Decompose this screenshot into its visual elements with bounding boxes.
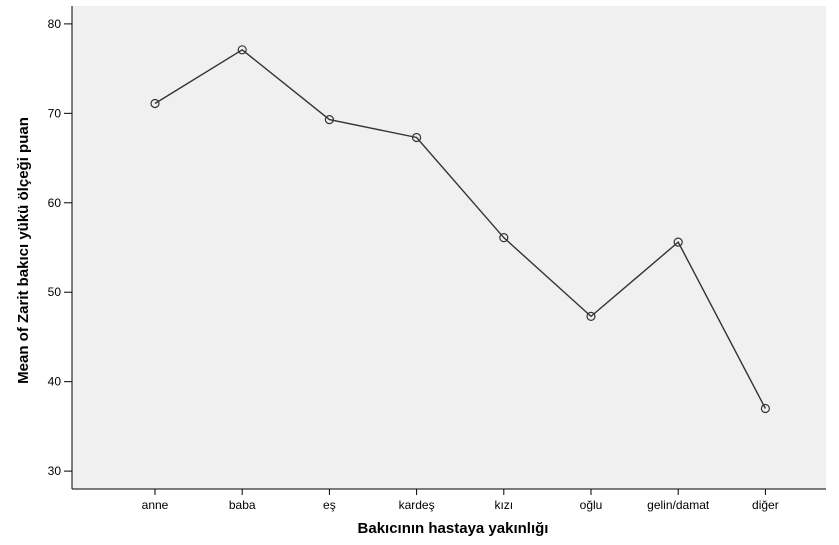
x-tick-label: oğlu	[580, 498, 603, 512]
x-axis: anne baba eş kardeş kızı oğlu gelin/damat diğer	[72, 488, 826, 512]
data-point-marker	[673, 237, 683, 247]
y-tick-label: 70	[48, 106, 62, 120]
data-point-marker	[499, 233, 509, 243]
y-tick-label: 60	[48, 196, 62, 210]
data-point-marker	[760, 403, 771, 414]
y-tick-label: 80	[48, 17, 62, 31]
x-tick-label: gelin/damat	[647, 498, 710, 512]
data-point-marker	[412, 132, 422, 143]
y-axis-title: Mean of Zarit bakıcı yükü ölçeği puan	[15, 117, 32, 384]
y-tick-label: 40	[48, 375, 62, 389]
x-tick-label: eş	[323, 498, 336, 512]
series-line	[154, 48, 767, 409]
series-line-group	[150, 45, 771, 414]
x-tick-label: anne	[142, 498, 169, 512]
x-tick-label: kardeş	[399, 498, 435, 512]
x-tick-label: diğer	[752, 498, 779, 512]
x-tick-label: kızı	[494, 498, 513, 512]
y-axis: 30 40 50 60 70 80	[48, 6, 73, 489]
x-tick-label: baba	[229, 498, 256, 512]
x-axis-title: Bakıcının hastaya yakınlığı	[358, 520, 549, 537]
y-tick-label: 50	[48, 285, 62, 299]
data-point-marker	[150, 98, 160, 109]
data-point-marker	[586, 311, 596, 321]
data-point-marker	[324, 114, 334, 125]
data-point-marker	[237, 45, 247, 55]
plot-area	[72, 6, 826, 489]
y-tick-label: 30	[48, 464, 62, 478]
